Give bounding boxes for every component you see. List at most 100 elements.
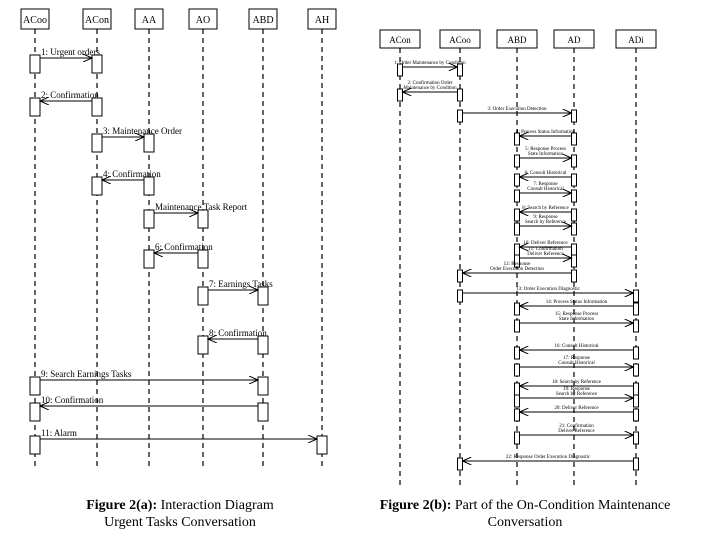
activation-bar [633,363,639,377]
activation-bar [514,208,520,222]
activation-bar [571,269,577,283]
activation-bar [457,269,463,283]
activation-bar [633,457,639,471]
activation-bar [197,249,209,269]
activation-bar [91,54,103,74]
lifeline-box [615,29,657,49]
message-label: 6: Consult Historical [525,171,567,176]
message-label: 22: Response Order Execution Diagnostic [506,455,591,460]
activation-bar [257,402,269,422]
caption-text-line2: Conversation [487,515,563,530]
message-label: 3: Order Execution Detection [487,107,547,112]
activation-bar [197,335,209,355]
message-label: 18: Search by Reference [552,380,602,385]
lifeline-label: ACoo [23,15,47,26]
message-label: 20: Deliver Reference [554,406,599,411]
activation-bar [143,249,155,269]
message-label: 19: Response Search by Reference [556,387,598,397]
caption-text-line2: Urgent Tasks Conversation [104,515,256,530]
lifeline-box [379,29,421,49]
message-label: 1: Urgent orders [41,47,100,57]
activation-bar [571,189,577,203]
lifeline-label: ABD [507,35,527,45]
lifeline-box [307,8,337,30]
message-label: Maintenance Task Report [155,202,248,212]
activation-bar [514,346,520,360]
activation-bar [91,133,103,153]
message-label: 15: Response Process State Information [555,312,598,322]
activation-bar [457,457,463,471]
activation-bar [514,154,520,168]
message-label: 8: Search by Reference [522,206,569,211]
activation-bar [29,54,41,74]
message-label: 10: Deliver Reference [523,241,568,246]
lifeline-label: AH [315,15,329,26]
activation-bar [633,289,639,303]
activation-bar [514,394,520,408]
activation-bar [29,97,41,117]
activation-bar [29,402,41,422]
activation-bar [571,173,577,187]
activation-bar [257,286,269,306]
activation-bar [514,222,520,236]
caption-text: Part of the On-Condition Maintenance [451,498,671,513]
lifeline-box [82,8,112,30]
lifeline-box [20,8,50,30]
lifeline-box [248,8,278,30]
activation-bar [514,254,520,268]
message-label: 1: Order Maintenance by Condition [394,61,466,66]
activation-bar [571,254,577,268]
activation-bar [316,435,328,455]
message-label: 9: Search Earnings Tasks [41,369,132,379]
message-label: 17: Response Consult Historical [558,356,595,366]
lifeline-label: ABD [252,15,273,26]
activation-bar [143,176,155,196]
message-label: 14: Process Status Information [546,300,608,305]
message-label: 5: Response Process State Information [525,147,566,157]
lifeline-box [134,8,164,30]
message-label: 9: Response Search by Reference [525,215,567,225]
activation-bar [29,376,41,396]
lifeline-label: ACon [85,15,109,26]
activation-bar [91,97,103,117]
activation-bar [514,302,520,316]
activation-bar [197,286,209,306]
lifeline-box [496,29,538,49]
activation-bar [514,408,520,422]
activation-bar [457,289,463,303]
lifeline-label: AD [568,35,581,45]
message-label: 11: Alarm [41,428,77,438]
lifeline-label: ADi [628,35,644,45]
message-label: 6: Confirmation [155,242,213,252]
activation-bar [633,319,639,333]
lifeline-label: ACon [389,35,411,45]
activation-bar [633,346,639,360]
message-label: 7: Response Consult Historical [527,182,564,192]
message-label: 3: Maintenance Order [103,126,182,136]
message-label: 7: Earnings Tasks [209,279,273,289]
activation-bar [257,335,269,355]
lifeline-label: AA [142,15,157,26]
caption-figure-b: Figure 2(b): Part of the On-Condition Ma… [345,497,705,531]
activation-bar [571,222,577,236]
activation-bar [29,435,41,455]
activation-bar [514,319,520,333]
message-label: 10: Confirmation [41,395,104,405]
message-label: 2: Confirmation Order Maintenance by Cond… [403,81,457,91]
activation-bar [514,382,520,396]
activation-bar [571,132,577,146]
activation-bar [633,382,639,396]
activation-bar [571,208,577,222]
caption-label: Figure 2(b): [379,498,452,513]
activation-bar [457,109,463,123]
activation-bar [257,376,269,396]
activation-bar [514,243,520,257]
lifeline-label: AO [196,15,210,26]
message-label: 12: Response Order Execution Detection [490,262,544,272]
activation-bar [91,176,103,196]
lifeline-box [188,8,218,30]
message-label: 13: Order Execution Diagnostic [516,287,581,292]
activation-bar [633,394,639,408]
